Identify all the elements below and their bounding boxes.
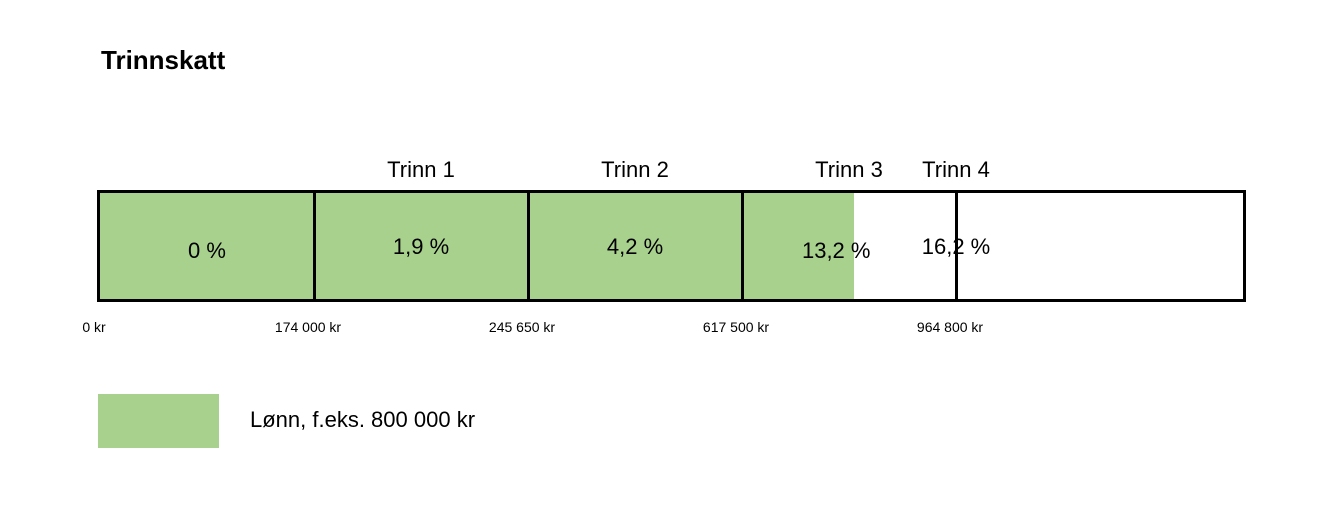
rate-label: 16,2 % — [921, 234, 991, 259]
bracket-divider — [954, 193, 958, 299]
legend-swatch — [98, 394, 219, 448]
legend-label: Lønn, f.eks. 800 000 kr — [250, 407, 476, 432]
bracket-label: Trinn 3 — [815, 157, 883, 182]
threshold-label: 0 kr — [82, 319, 106, 335]
bracket-divider — [526, 193, 530, 299]
tax-bracket-bar: 0 % 1,9 % 4,2 % 13,2 % 16,2 % — [97, 190, 1246, 302]
rate-label: 4,2 % — [606, 234, 664, 259]
threshold-label: 617 500 kr — [702, 319, 770, 335]
bracket-divider — [312, 193, 316, 299]
threshold-label: 174 000 kr — [274, 319, 342, 335]
rate-label: 0 % — [188, 238, 226, 263]
bracket-divider — [740, 193, 744, 299]
rate-label: 13,2 % — [801, 238, 871, 263]
rate-label: 1,9 % — [392, 234, 450, 259]
page-title: Trinnskatt — [101, 45, 226, 75]
salary-fill — [100, 193, 855, 299]
threshold-label: 964 800 kr — [916, 319, 984, 335]
bracket-label: Trinn 1 — [387, 157, 455, 182]
bracket-label: Trinn 4 — [922, 157, 990, 182]
threshold-label: 245 650 kr — [488, 319, 556, 335]
bracket-label: Trinn 2 — [601, 157, 669, 182]
